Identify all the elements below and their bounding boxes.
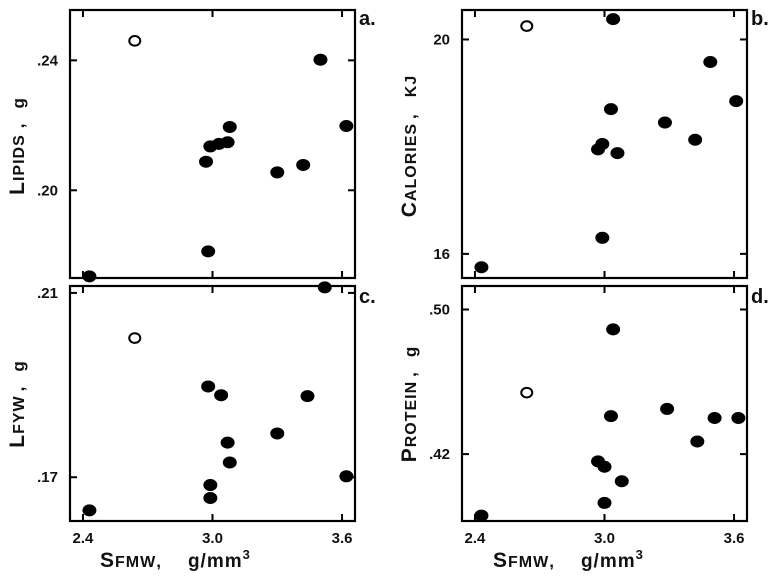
panel-d-protein: 2.4 3.0 3.6 .50 .42 d. PROTEIN,g: [398, 284, 769, 547]
panel-a-ytick-label: .24: [37, 52, 59, 69]
panel-d-xtick-label: 3.0: [594, 530, 615, 547]
panel-d-ytick-label: .42: [429, 446, 450, 463]
panel-b-data-point: [603, 103, 618, 116]
panel-d-ylabel: PROTEIN,g: [398, 346, 421, 463]
panel-c-data-point: [82, 504, 97, 517]
panel-c-lfyw: 2.4 3.0 3.6 .21 .17 c. LFYW,g: [6, 281, 376, 547]
panel-b-ytick-label: 20: [433, 31, 450, 48]
panel-c-open-data-point: [128, 332, 142, 344]
x-axis-title-right: SFMW, g/mm3: [493, 547, 644, 572]
panel-a-open-data-point: [128, 35, 142, 47]
panel-d-data-point: [707, 411, 722, 424]
panel-a-data-point: [199, 155, 214, 168]
panel-a-data-point: [313, 53, 328, 66]
panel-c-xtick-label: 2.4: [73, 530, 95, 547]
panel-d-data-point: [597, 460, 612, 473]
panel-d-ytick-label: .50: [429, 302, 450, 319]
panel-c-ylabel: LFYW,g: [6, 360, 29, 448]
panel-b-data-point: [610, 147, 625, 160]
panel-b-open-data-point: [520, 20, 534, 32]
panel-d-data-point: [731, 411, 746, 424]
panel-b-letter: b.: [751, 8, 769, 30]
panel-c-ytick-label: .17: [37, 469, 58, 486]
panel-d-letter: d.: [751, 286, 769, 308]
panel-b-data-point: [474, 261, 489, 274]
panel-d-data-point: [474, 509, 489, 522]
panel-c-data-point: [220, 436, 235, 449]
panel-b-data-point: [657, 116, 672, 129]
panel-c-data-point: [270, 427, 285, 440]
panel-d-xtick-label: 2.4: [465, 530, 487, 547]
panel-a-lipids: .20 .24 a. LIPIDS,g: [6, 8, 376, 283]
x-axis-title-left: SFMW, g/mm3: [100, 547, 251, 572]
panel-a-ylabel: LIPIDS,g: [6, 97, 29, 195]
panel-d-data-point: [660, 402, 675, 415]
panel-c-data-point: [317, 281, 332, 294]
panel-b-ylabel: CALORIES,KJ: [398, 75, 421, 217]
panel-d-data-point: [690, 435, 705, 448]
panel-d-frame: [460, 284, 749, 523]
panel-c-ytick-label: .21: [37, 285, 58, 302]
panel-b-data-point: [595, 231, 610, 244]
panel-c-letter: c.: [359, 286, 376, 308]
panel-c-marks: 2.4 3.0 3.6 .21 .17: [37, 281, 355, 547]
panel-b-data-point: [703, 55, 718, 68]
panel-d-data-point: [597, 496, 612, 509]
panel-a-data-point: [270, 166, 285, 179]
panel-c-data-point: [222, 456, 237, 469]
panel-a-data-point: [296, 158, 311, 171]
panel-a-marks: .20 .24: [37, 10, 355, 283]
panel-d-data-point: [614, 475, 629, 488]
panel-d-marks: 2.4 3.0 3.6 .50 .42: [429, 286, 747, 547]
panel-a-data-point: [339, 119, 354, 132]
panel-c-data-point: [201, 380, 216, 393]
panel-b-data-point: [606, 13, 621, 26]
panel-d-data-point: [603, 410, 618, 423]
panel-c-xtick-label: 3.6: [332, 530, 353, 547]
panel-c-data-point: [203, 491, 218, 504]
panel-b-ytick-label: 16: [433, 246, 450, 263]
panel-c-xtick-label: 3.0: [202, 530, 223, 547]
panel-c-data-point: [203, 479, 218, 492]
panel-d-open-data-point: [520, 386, 534, 399]
panel-d-data-point: [606, 323, 621, 336]
panel-c-data-point: [300, 390, 315, 403]
panel-a-data-point: [201, 245, 216, 258]
panel-a-data-point: [82, 270, 97, 283]
panel-a-ytick-label: .20: [37, 182, 58, 199]
panel-a-data-point: [222, 120, 237, 133]
x-axis-units-left: g/mm: [188, 551, 243, 572]
panel-a-letter: a.: [359, 8, 376, 30]
panel-a-data-point: [220, 136, 235, 149]
panel-b-data-point: [688, 133, 703, 146]
panel-b-data-point: [595, 138, 610, 150]
panel-c-data-point: [214, 389, 229, 402]
panel-c-data-point: [339, 470, 354, 483]
panel-b-data-point: [729, 95, 744, 108]
panel-d-xtick-label: 3.6: [724, 530, 745, 547]
x-axis-units-right: g/mm: [581, 551, 636, 572]
